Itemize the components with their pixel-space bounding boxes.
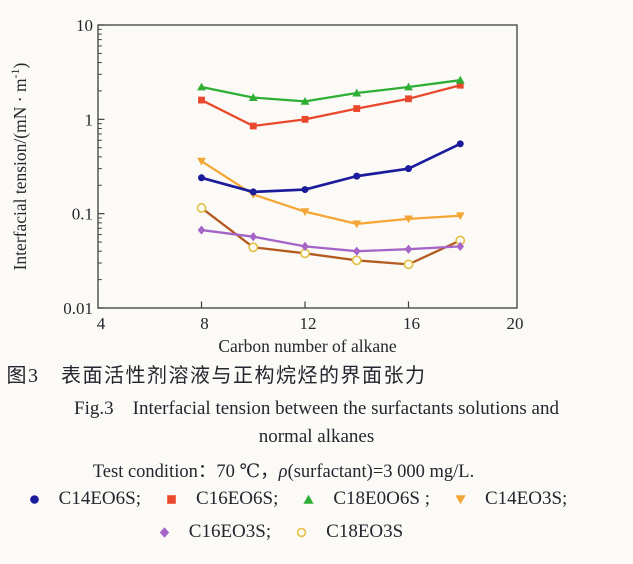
series-line-C18EO3S xyxy=(200,206,462,266)
point-triangle-up-icon xyxy=(248,93,258,101)
x-tick-label: 12 xyxy=(300,314,317,333)
point-circle-icon xyxy=(353,172,361,180)
caption-english-line2: normal alkanes xyxy=(258,426,375,447)
legend-square-icon xyxy=(167,494,176,504)
series-line-C14EO6S xyxy=(200,142,462,194)
legend-circle-open-icon xyxy=(296,527,307,537)
series-line-C16EO6S xyxy=(200,84,462,128)
legend-item-C14EO6S: C14EO6S; xyxy=(28,488,141,510)
point-square-icon xyxy=(301,115,309,123)
point-circle-icon xyxy=(249,188,257,196)
legend-item-C14EO3S: C14EO3S; xyxy=(454,488,567,510)
legend-triangle-down-icon xyxy=(455,494,466,504)
point-square-icon xyxy=(405,95,412,103)
x-tick-label: 16 xyxy=(403,314,420,333)
chart-area: 10 1 0.1 0.01 4 8 12 16 20 Carbon number of alkan… xyxy=(8,16,524,356)
point-triangle-down-icon xyxy=(352,220,362,229)
point-triangle-up-icon xyxy=(352,88,362,97)
x-axis-label: Carbon number of alkane xyxy=(218,336,397,356)
x-tick-label: 20 xyxy=(507,314,524,333)
y-tick-label: 10 xyxy=(76,16,93,35)
y-tick-label: 0.01 xyxy=(63,299,93,318)
x-tick-label: 4 xyxy=(97,314,106,333)
series-C16EO3S xyxy=(197,225,465,256)
series-C14EO3S xyxy=(197,157,465,229)
point-triangle-up-icon xyxy=(404,82,413,91)
legend-label: C18E0O6S ; xyxy=(333,488,430,509)
point-triangle-up-icon xyxy=(300,96,310,105)
point-diamond-icon xyxy=(197,225,206,235)
point-diamond-icon xyxy=(301,241,309,251)
legend-diamond-icon xyxy=(159,526,169,538)
series-C18E0O6S xyxy=(197,75,465,105)
legend-circle-icon xyxy=(29,494,39,504)
legend-row-1: C14EO6S; C16EO6S; C18E0O6S ; C14EO3S; xyxy=(0,488,614,510)
series-C16EO6S xyxy=(198,81,464,130)
point-square-icon xyxy=(456,81,464,89)
point-triangle-up-icon xyxy=(455,75,465,84)
point-triangle-down-icon xyxy=(197,157,206,166)
point-triangle-up-icon xyxy=(197,82,206,91)
legend-label: C14EO3S; xyxy=(484,488,568,509)
point-square-icon xyxy=(198,96,205,104)
point-triangle-down-icon xyxy=(404,215,413,224)
series-line-C16EO3S xyxy=(200,228,462,253)
point-open-circle-icon xyxy=(351,255,362,266)
series-line-C14EO3S xyxy=(200,160,462,225)
series-line-C18E0O6S xyxy=(200,79,462,103)
y-tick-label: 0.1 xyxy=(72,205,93,224)
point-triangle-down-icon xyxy=(455,212,465,221)
legend-row-2: C16EO3S; C18EO3S xyxy=(0,521,597,543)
point-diamond-icon xyxy=(456,241,465,251)
point-circle-icon xyxy=(456,140,464,148)
test-condition-suffix: (surfactant)=3 000 mg/L. xyxy=(287,462,475,482)
legend-label: C16EO6S; xyxy=(196,488,279,509)
legend-label: C16EO3S; xyxy=(188,521,272,542)
legend-label: C18EO3S xyxy=(326,521,404,542)
point-diamond-icon xyxy=(404,244,413,254)
point-square-icon xyxy=(353,105,361,112)
test-condition-prefix: Test condition：70 ℃， xyxy=(92,462,279,482)
legend-label: C14EO6S; xyxy=(58,488,142,509)
legend-item-C18EO3S: C18EO3S xyxy=(295,521,403,543)
plot-border xyxy=(97,24,518,309)
y-tick-label: 1 xyxy=(85,110,94,129)
legend-triangle-up-icon xyxy=(303,494,314,504)
series-C14EO6S xyxy=(198,140,464,196)
point-circle-icon xyxy=(301,186,309,194)
point-open-circle-icon xyxy=(403,259,414,270)
point-circle-icon xyxy=(405,165,412,173)
caption-chinese: 图3 表面活性剂溶液与正构烷烃的界面张力 xyxy=(6,365,427,387)
x-tick-label: 8 xyxy=(200,314,209,333)
y-axis-label: Interfacial tension/(mN · m-1) xyxy=(8,62,30,270)
point-diamond-icon xyxy=(352,246,361,256)
point-circle-icon xyxy=(198,174,205,182)
point-square-icon xyxy=(249,122,257,130)
point-open-circle-icon xyxy=(196,203,207,213)
chart-svg: 10 1 0.1 0.014 8 12 16 20 Carbon number of alkan… xyxy=(8,16,524,356)
caption-english-line1: Fig.3 Interfacial tension between the su… xyxy=(74,398,559,419)
legend-item-C18E0O6S: C18E0O6S ; xyxy=(302,488,430,510)
rho-symbol: ρ xyxy=(278,462,288,482)
point-open-circle-icon xyxy=(248,242,259,253)
test-condition: Test condition：70 ℃，ρ(surfactant)=3 000 … xyxy=(0,457,600,483)
legend-item-C16EO3S: C16EO3S; xyxy=(158,521,271,543)
point-diamond-icon xyxy=(249,232,258,242)
point-triangle-down-icon xyxy=(300,208,310,217)
legend-item-C16EO6S: C16EO6S; xyxy=(165,488,278,510)
series-C18EO3S xyxy=(196,203,466,270)
